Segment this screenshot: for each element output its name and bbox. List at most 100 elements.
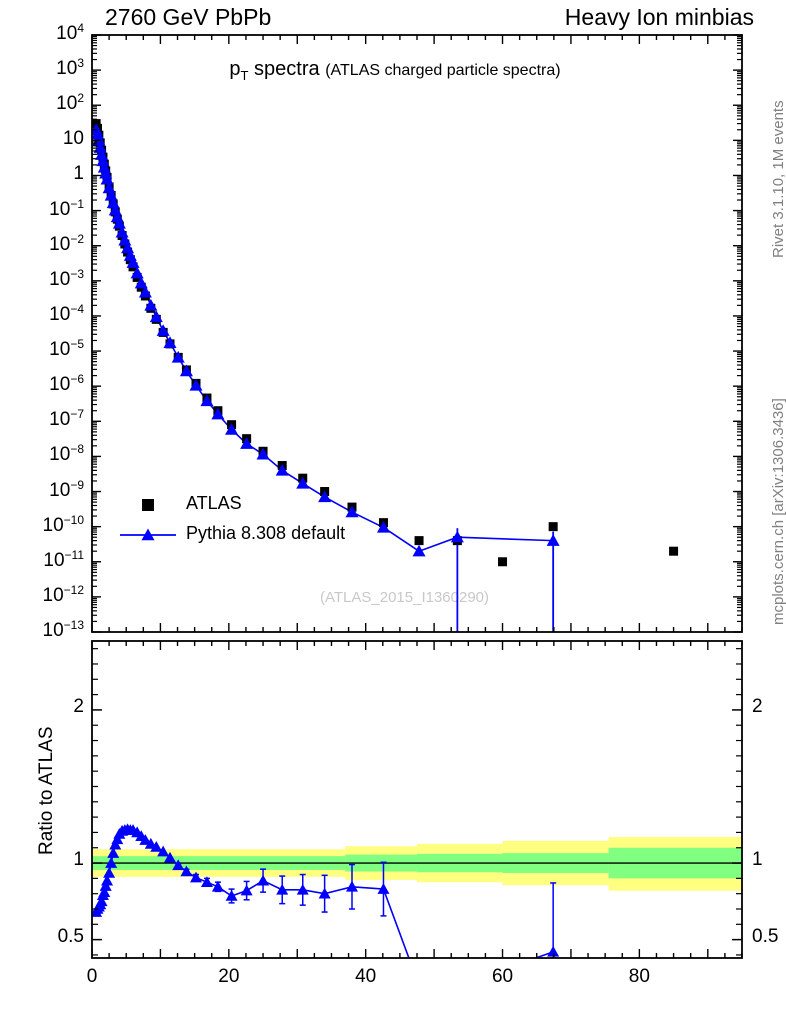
y-axis-label-main: 10−12 (42, 582, 85, 606)
ratio-y-label-right: 1 (752, 849, 763, 871)
data-point-mc (412, 544, 426, 557)
x-axis-label: 60 (491, 966, 514, 987)
data-point-mc (138, 285, 152, 298)
y-axis-label-main: 10−3 (49, 266, 84, 290)
legend-label-atlas: ATLAS (186, 493, 242, 513)
y-axis-label-main: 10−5 (49, 337, 84, 361)
ratio-point (276, 883, 289, 895)
y-axis-label-main: 10−8 (49, 442, 84, 466)
y-axis-label-main: 10−10 (42, 512, 85, 536)
data-point-mc (376, 520, 390, 533)
header-left: 2760 GeV PbPb (105, 4, 272, 30)
y-axis-label-main: 1 (73, 163, 84, 185)
ratio-point (139, 834, 152, 845)
ratio-point (346, 880, 358, 892)
plot-title-rest: spectra (248, 58, 320, 80)
y-axis-label-main: 104 (56, 21, 84, 44)
ratio-panel-frame (91, 640, 743, 959)
ratio-point (318, 887, 331, 899)
ratio-y-label-right: 2 (752, 695, 763, 717)
ratio-point (451, 980, 463, 991)
data-point-mc (96, 154, 110, 167)
ratio-point (103, 867, 116, 878)
y-axis-label-main: 10−4 (49, 301, 84, 325)
legend-marker-atlas (142, 499, 154, 511)
plot-title-subscript: T (240, 68, 249, 83)
data-point-mc (106, 196, 120, 209)
data-point-mc (115, 225, 129, 238)
ratio-point (107, 847, 120, 858)
data-point-mc (112, 216, 126, 229)
y-axis-label-main: 102 (56, 91, 84, 115)
y-axis-label-main: 10−2 (49, 231, 84, 255)
ratio-point (98, 886, 111, 897)
ratio-point (157, 845, 170, 857)
legend-marker-mc (141, 528, 155, 541)
x-axis-label: 20 (218, 966, 240, 987)
data-point-mc (97, 160, 111, 173)
data-point-atlas (669, 546, 679, 556)
data-point-mc (92, 127, 104, 140)
data-point-mc (296, 476, 310, 489)
ratio-point (105, 857, 118, 868)
data-point-atlas (498, 557, 508, 567)
data-point-mc (189, 378, 203, 391)
data-point-mc (450, 530, 464, 543)
data-point-mc (211, 407, 225, 420)
data-point-mc (171, 350, 185, 363)
ratio-point (200, 876, 213, 887)
data-point-mc (546, 534, 560, 546)
plot-title-paren: (ATLAS charged particle spectra) (325, 62, 561, 79)
ratio-y-label-left: 0.5 (57, 925, 84, 947)
x-axis-label: 80 (628, 966, 650, 987)
data-point-mc (144, 298, 158, 311)
ratio-point (296, 883, 309, 895)
data-point-mc (95, 148, 109, 160)
header-right: Heavy Ion minbias (564, 4, 754, 30)
data-point-mc (134, 276, 148, 289)
data-point-mc (126, 256, 140, 268)
ratio-point (211, 880, 224, 892)
data-point-mc (104, 188, 118, 201)
analysis-id-watermark: (ATLAS_2015_I1360290) (320, 589, 490, 606)
data-point-mc (108, 203, 122, 216)
data-point-mc (240, 437, 254, 449)
ratio-series-group (92, 823, 560, 991)
data-point-mc (200, 394, 214, 407)
y-axis-label-main: 10−1 (49, 196, 84, 220)
data-point-atlas (414, 536, 424, 546)
y-axis-label-main: 10−11 (43, 547, 84, 571)
y-axis-label-main: 10−7 (49, 407, 84, 431)
ratio-point (101, 874, 114, 886)
ratio-y-label-right: 0.5 (752, 925, 779, 947)
y-axis-label-main: 10−9 (49, 477, 84, 501)
data-point-mc (99, 166, 113, 179)
data-point-mc (149, 310, 163, 323)
y-axis-label-main: 10−13 (42, 618, 85, 641)
ratio-point (547, 945, 560, 957)
main-series-group (92, 119, 679, 632)
legend-label-mc: Pythia 8.308 default (186, 523, 346, 543)
data-point-mc (275, 463, 289, 476)
data-point-mc (156, 324, 170, 336)
ratio-point (150, 840, 163, 852)
ratio-point (240, 884, 253, 896)
y-axis-label-main: 10−6 (49, 372, 84, 396)
ratio-point (190, 871, 202, 883)
data-point-mc (100, 172, 114, 185)
ratio-y-label-left: 2 (73, 695, 84, 717)
plot-title-pt: p (229, 58, 241, 80)
ratio-point (377, 883, 390, 894)
x-axis-label: 40 (355, 966, 377, 987)
data-point-mc (345, 505, 359, 518)
y-axis-label-main: 10 (62, 128, 84, 150)
data-point-mc (318, 490, 332, 503)
ratio-point (172, 859, 185, 871)
data-point-mc (256, 447, 270, 460)
ratio-point (225, 889, 238, 901)
data-point-mc (163, 336, 177, 348)
ratio-point (164, 851, 176, 863)
ratio-point (95, 895, 108, 907)
data-point-mc (225, 423, 239, 435)
